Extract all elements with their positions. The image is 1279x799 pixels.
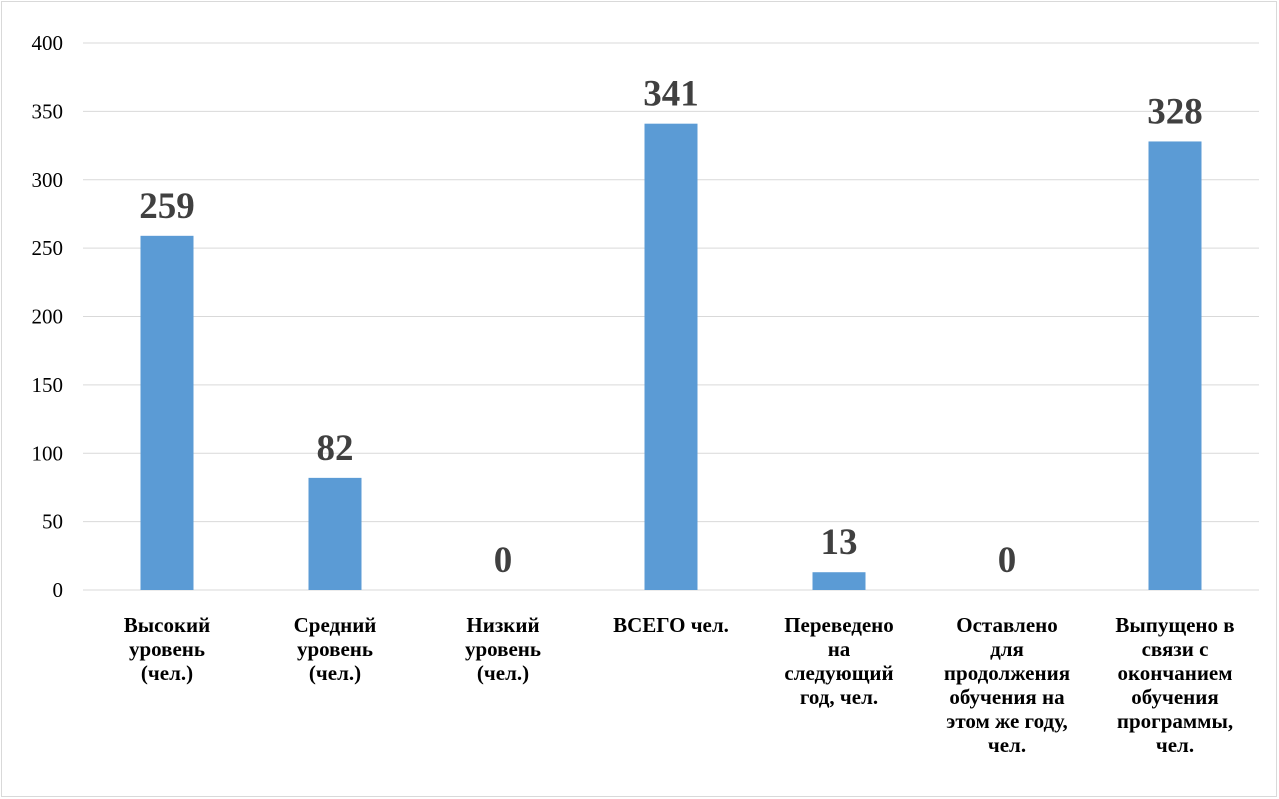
bar: [308, 477, 362, 590]
category-label-line: ВСЕГО чел.: [613, 613, 729, 637]
data-label: 13: [821, 522, 858, 563]
data-label: 341: [643, 74, 699, 115]
bar: [644, 123, 698, 591]
bar: [140, 235, 194, 590]
category-label-line: уровень: [465, 637, 541, 661]
data-label: 328: [1147, 91, 1203, 132]
category-label-line: связи с: [1142, 637, 1209, 661]
y-tick-label: 150: [32, 373, 64, 397]
category-label-line: год, чел.: [800, 685, 878, 709]
data-label: 0: [998, 540, 1017, 581]
bars: [140, 123, 1202, 591]
y-tick-label: 250: [32, 236, 64, 260]
y-tick-label: 200: [32, 305, 64, 329]
y-axis-tick-labels: 0 50 100 150 200 250 300 350 400: [32, 31, 64, 602]
category-label-line: программы,: [1117, 709, 1233, 733]
category-label-line: Высокий: [124, 613, 211, 637]
category-label-line: чел.: [988, 733, 1026, 757]
category-label-line: Выпущено в: [1115, 613, 1234, 637]
category-label-line: Средний: [294, 613, 377, 637]
data-label: 259: [139, 186, 195, 227]
y-tick-label: 300: [32, 168, 64, 192]
bar: [1148, 141, 1202, 590]
category-label-line: (чел.): [309, 661, 361, 685]
category-label: Средний уровень (чел.): [294, 613, 377, 685]
category-label-line: следующий: [784, 661, 893, 685]
category-label: ВСЕГО чел.: [613, 613, 729, 637]
category-labels: Высокий уровень (чел.)Средний уровень (чел.)…: [124, 613, 1235, 757]
category-label: Высокий уровень (чел.): [124, 613, 211, 685]
category-label-line: уровень: [297, 637, 373, 661]
bar: [812, 572, 866, 590]
y-tick-label: 400: [32, 31, 64, 55]
data-labels: 259 82 0 341 13 0 328: [139, 74, 1203, 581]
category-label-line: этом же году,: [946, 709, 1067, 733]
category-label-line: Переведено: [784, 613, 894, 637]
category-label-line: обучения: [1131, 685, 1218, 709]
category-label-line: обучения на: [949, 685, 1065, 709]
category-label: Низкий уровень (чел.): [465, 613, 541, 685]
category-label-line: продолжения: [944, 661, 1070, 685]
category-label-line: Низкий: [466, 613, 539, 637]
category-label-line: для: [990, 637, 1024, 661]
category-label: Оставлено для продолжения обучения на этом ж…: [944, 613, 1070, 757]
category-label: Переведено на следующий год, чел.: [784, 613, 894, 709]
data-label: 82: [317, 428, 354, 469]
category-label-line: (чел.): [141, 661, 193, 685]
y-tick-label: 50: [42, 510, 63, 534]
category-label-line: Оставлено: [956, 613, 1058, 637]
category-label-line: на: [828, 637, 851, 661]
category-label-line: окончанием: [1117, 661, 1232, 685]
y-tick-label: 350: [32, 99, 64, 123]
y-tick-label: 0: [53, 578, 64, 602]
category-label-line: уровень: [129, 637, 205, 661]
category-label-line: (чел.): [477, 661, 529, 685]
category-label-line: чел.: [1156, 733, 1194, 757]
data-label: 0: [494, 540, 513, 581]
category-label: Выпущено в связи с окончанием обучения прогр…: [1115, 613, 1234, 757]
y-tick-label: 100: [32, 441, 64, 465]
